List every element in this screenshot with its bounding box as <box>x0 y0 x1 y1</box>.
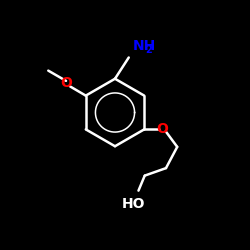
Text: O: O <box>60 76 72 90</box>
Text: O: O <box>156 122 168 136</box>
Text: 2: 2 <box>145 45 152 55</box>
Text: NH: NH <box>133 39 156 53</box>
Text: HO: HO <box>122 197 145 211</box>
